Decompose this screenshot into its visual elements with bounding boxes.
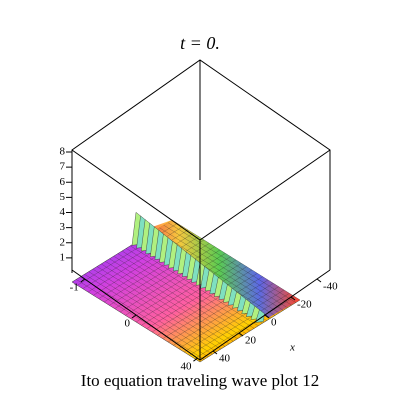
surface — [71, 211, 301, 363]
x-tick — [290, 296, 296, 301]
z-tick-label: 7 — [60, 161, 66, 173]
x-tick-label: -40 — [323, 281, 338, 293]
y-tick-label: -1 — [70, 282, 79, 294]
y-tick-label: 0 — [125, 318, 131, 330]
z-tick-label: 2 — [60, 236, 66, 248]
y-tick — [80, 278, 86, 283]
surface-grid — [189, 293, 290, 356]
wave-ridge — [255, 309, 265, 323]
z-tick-label: 5 — [60, 191, 66, 203]
box-front — [71, 149, 331, 361]
x-tick-label: -20 — [297, 299, 312, 311]
y-tick — [193, 357, 198, 362]
surface-grid — [183, 289, 285, 353]
x-tick — [316, 278, 322, 283]
x-tick-label: 40 — [219, 353, 231, 365]
surface-grid — [194, 296, 295, 359]
y-tick-label: 40 — [180, 361, 192, 373]
chart-title: t = 0. — [180, 33, 220, 53]
surface-grid — [163, 224, 292, 306]
surface-stripes — [138, 220, 300, 318]
z-tick-label: 8 — [60, 146, 66, 158]
y-tick — [131, 314, 137, 319]
x-tick-label: 20 — [245, 335, 257, 347]
x-tick — [212, 350, 218, 355]
surface-grid — [167, 222, 296, 303]
z-tick-label: 3 — [60, 221, 66, 233]
z-tick-label: 6 — [60, 176, 66, 188]
z-tick-label: 1 — [60, 251, 66, 263]
surface-grid — [155, 230, 284, 311]
surface-grid — [159, 227, 288, 308]
x-axis-label: x — [289, 342, 295, 354]
x-tick — [264, 314, 270, 319]
x-tick-label: 0 — [271, 317, 277, 329]
z-tick-label: 4 — [60, 206, 66, 218]
caption: Ito equation traveling wave plot 12 — [81, 371, 319, 390]
x-tick — [238, 332, 244, 337]
